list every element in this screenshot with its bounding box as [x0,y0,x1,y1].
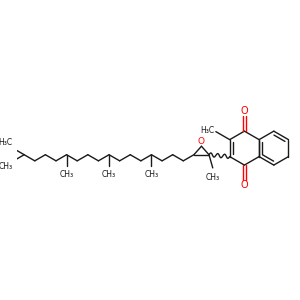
Text: H₃C: H₃C [200,126,214,135]
Text: O: O [241,106,248,116]
Text: CH₃: CH₃ [206,172,220,182]
Text: O: O [198,137,205,146]
Text: CH₃: CH₃ [59,170,74,179]
Text: CH₃: CH₃ [102,170,116,179]
Text: CH₃: CH₃ [144,170,158,179]
Text: CH₃: CH₃ [0,162,13,171]
Text: H₃C: H₃C [0,138,13,147]
Text: O: O [241,180,248,190]
